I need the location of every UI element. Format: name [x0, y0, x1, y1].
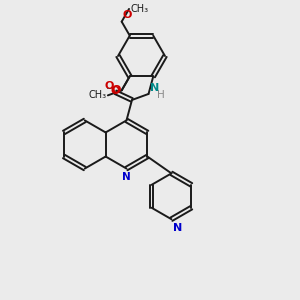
Text: N: N	[122, 172, 131, 182]
Text: O: O	[111, 86, 120, 96]
Text: O: O	[105, 81, 114, 91]
Text: CH₃: CH₃	[88, 90, 107, 100]
Text: N: N	[150, 83, 159, 93]
Text: O: O	[111, 85, 121, 95]
Text: CH₃: CH₃	[130, 4, 148, 14]
Text: N: N	[173, 223, 182, 233]
Text: methoxy: methoxy	[106, 88, 112, 89]
Text: O: O	[123, 10, 132, 20]
Text: H: H	[157, 90, 165, 100]
